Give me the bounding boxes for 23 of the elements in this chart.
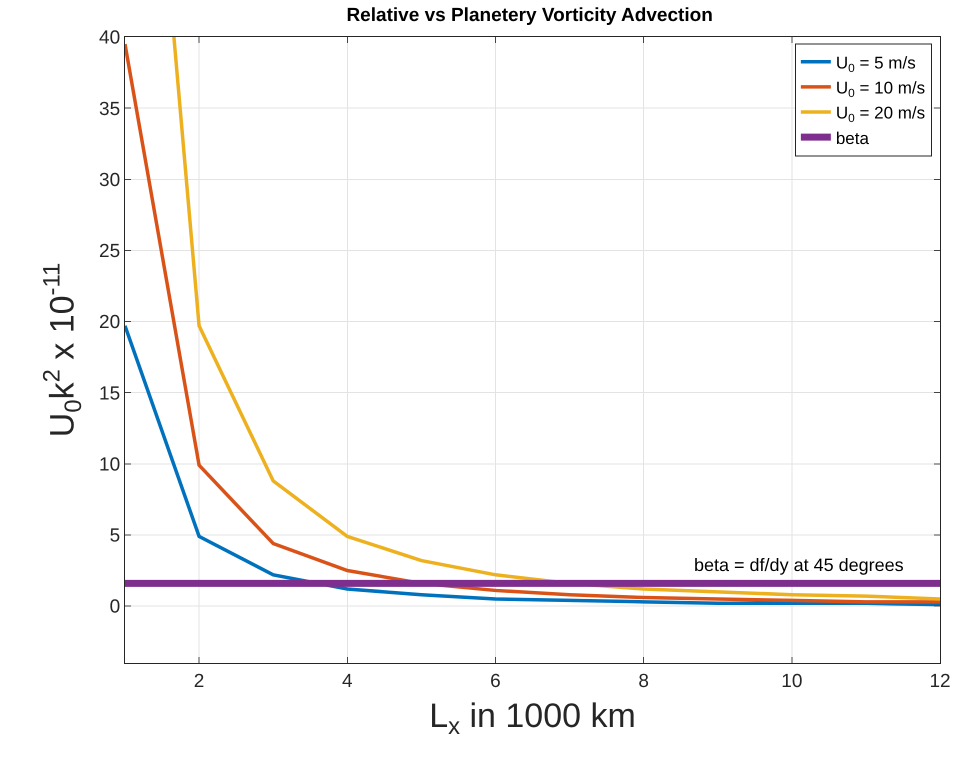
x-tick-label: 6 [490, 670, 501, 692]
y-tick-label: 30 [99, 170, 120, 191]
y-tick-label: 10 [99, 454, 120, 476]
legend-label: U$_{0}$ = 10 m/s [836, 78, 926, 100]
line-series [125, 324, 940, 606]
y-tick-label: 0 [110, 596, 120, 618]
annotation: beta = df/dy at 45 degrees [694, 555, 904, 575]
x-tick-label: 10 [781, 670, 802, 692]
y-tick-label: 35 [99, 98, 120, 120]
y-tick-label: 40 [99, 28, 120, 49]
x-tick-label: 8 [638, 670, 649, 692]
y-tick-label: 5 [110, 526, 120, 547]
x-axis-title: L$_{x}$ in 1000 km [429, 697, 636, 740]
x-tick-label: 2 [194, 670, 204, 692]
x-tick-label: 12 [929, 670, 951, 692]
y-tick-label: 15 [99, 383, 120, 404]
legend-label: U$_{0}$ = 20 m/s [836, 104, 926, 126]
y-tick-label: 25 [99, 241, 120, 262]
legend-label: beta [836, 128, 870, 148]
x-tick-label: 4 [342, 670, 353, 692]
chart-title: Relative vs Planetery Vorticity Advection [346, 4, 713, 26]
y-tick-label: 20 [99, 312, 120, 334]
legend-label: U$_{0}$ = 5 m/s [836, 53, 916, 76]
